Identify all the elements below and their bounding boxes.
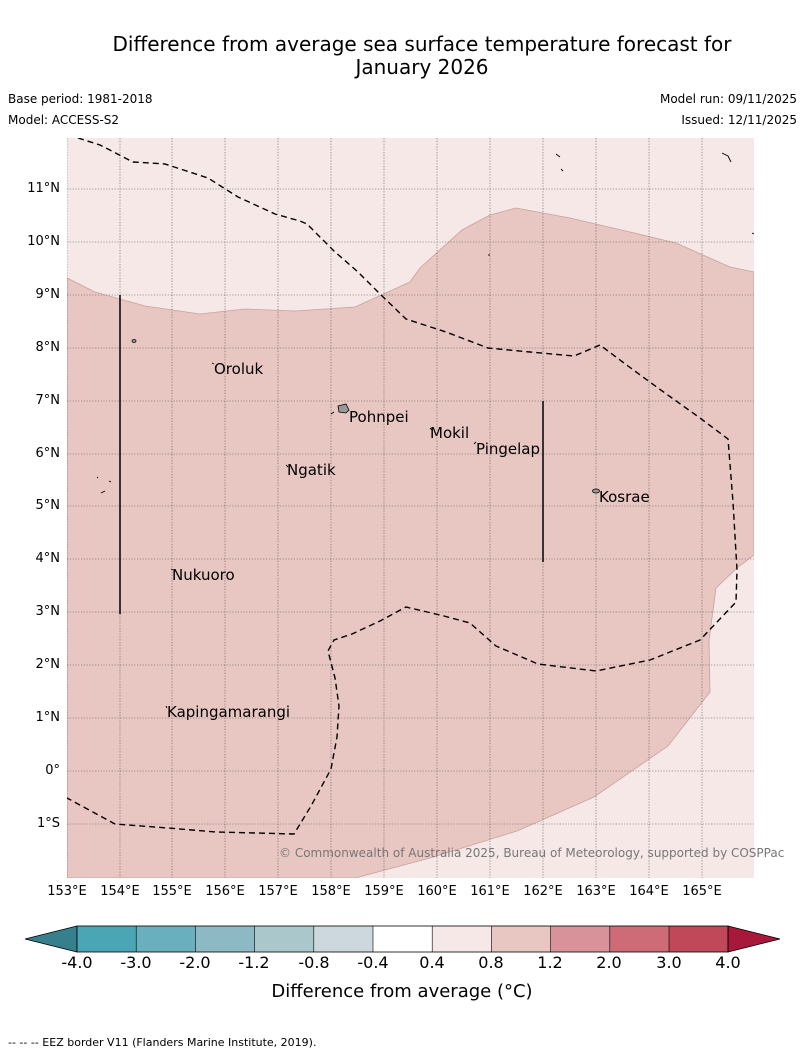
lat-label-2n: 2°N [35, 657, 61, 672]
lon-label-162e: 162°E [523, 884, 563, 899]
lon-label-155e: 155°E [152, 884, 192, 899]
lat-label-1n: 1°N [35, 710, 61, 725]
colorbar-tick: 3.0 [656, 953, 682, 972]
lon-label-157e: 157°E [258, 884, 298, 899]
lat-label-0: 0° [45, 763, 60, 778]
colorbar-bin-8 [491, 926, 551, 952]
lat-label-3n: 3°N [35, 604, 61, 619]
colorbar-label: Difference from average (°C) [271, 981, 533, 1002]
colorbar-under-triangle [24, 925, 78, 953]
colorbar-bin-1 [77, 926, 137, 952]
colorbar-bin-11 [669, 926, 728, 952]
colorbar-tick: -3.0 [120, 953, 152, 972]
colorbar-tick: -0.4 [357, 953, 389, 972]
model-run: Model run: 09/11/2025 [659, 92, 797, 106]
anomaly-0.8-1.2-region [67, 207, 754, 878]
lon-label-158e: 158°E [311, 884, 351, 899]
pohnpei-island [337, 403, 350, 414]
colorbar-bin-10 [609, 926, 669, 952]
colorbar-bin-7 [432, 926, 492, 952]
issued-date: Issued: 12/11/2025 [681, 113, 797, 127]
lon-label-163e: 163°E [576, 884, 616, 899]
lon-label-165e: 165°E [682, 884, 722, 899]
place-kapingamarangi: Kapingamarangi [167, 703, 291, 721]
colorbar-tick: 4.0 [715, 953, 741, 972]
place-kosrae: Kosrae [599, 488, 650, 506]
lon-label-161e: 161°E [470, 884, 510, 899]
kosrae-island [592, 488, 600, 494]
place-pohnpei: Pohnpei [349, 408, 409, 426]
title-line-1: Difference from average sea surface temp… [112, 32, 732, 56]
place-nukuoro: Nukuoro [172, 566, 235, 584]
colorbar-tick: 0.8 [478, 953, 504, 972]
lat-label-6n: 6°N [35, 446, 61, 461]
lat-label-11n: 11°N [27, 181, 60, 196]
lat-label-7n: 7°N [35, 393, 61, 408]
footnote-eez: -- -- -- EEZ border V11 (Flanders Marine… [8, 1036, 317, 1049]
colorbar-tick: -0.8 [298, 953, 330, 972]
chart-title: Difference from average sea surface temp… [40, 33, 804, 79]
lon-label-154e: 154°E [100, 884, 140, 899]
lat-label-4n: 4°N [35, 551, 61, 566]
lat-label-8n: 8°N [35, 340, 61, 355]
colorbar [24, 925, 781, 953]
lat-label-1s: 1°S [36, 816, 60, 831]
colorbar-tick: 0.4 [419, 953, 445, 972]
colorbar-tick: 2.0 [596, 953, 622, 972]
place-mokil: Mokil [430, 424, 470, 442]
lon-label-156e: 156°E [205, 884, 245, 899]
place-oroluk: Oroluk [214, 360, 264, 378]
colorbar-bin-5 [313, 926, 373, 952]
lon-label-164e: 164°E [629, 884, 669, 899]
colorbar-over-triangle [727, 925, 781, 953]
colorbar-tick: -4.0 [61, 953, 93, 972]
lat-label-9n: 9°N [35, 287, 61, 302]
islands [131, 339, 600, 494]
model-name: Model: ACCESS-S2 [8, 113, 120, 127]
base-period: Base period: 1981-2018 [8, 92, 153, 106]
colorbar-tick: -1.2 [238, 953, 270, 972]
graticule [67, 138, 754, 878]
copyright-notice: © Commonwealth of Australia 2025, Bureau… [279, 846, 785, 860]
colorbar-bin-9 [550, 926, 610, 952]
place-ngatik: Ngatik [287, 461, 336, 479]
colorbar-bin-2 [136, 926, 196, 952]
eez-borders [67, 138, 738, 835]
lon-label-159e: 159°E [364, 884, 404, 899]
small-island [131, 339, 137, 343]
lat-label-10n: 10°N [27, 234, 60, 249]
colorbar-tick: -2.0 [179, 953, 211, 972]
title-line-2: January 2026 [355, 55, 489, 79]
colorbar-bin-6 [373, 926, 433, 952]
colorbar-tick: 1.2 [537, 953, 563, 972]
place-pingelap: Pingelap [476, 440, 541, 458]
lat-label-5n: 5°N [35, 498, 61, 513]
colorbar-bin-3 [195, 926, 255, 952]
lon-label-153e: 153°E [47, 884, 87, 899]
colorbar-bin-4 [254, 926, 314, 952]
lon-label-160e: 160°E [417, 884, 457, 899]
atoll-marks [96, 152, 754, 709]
